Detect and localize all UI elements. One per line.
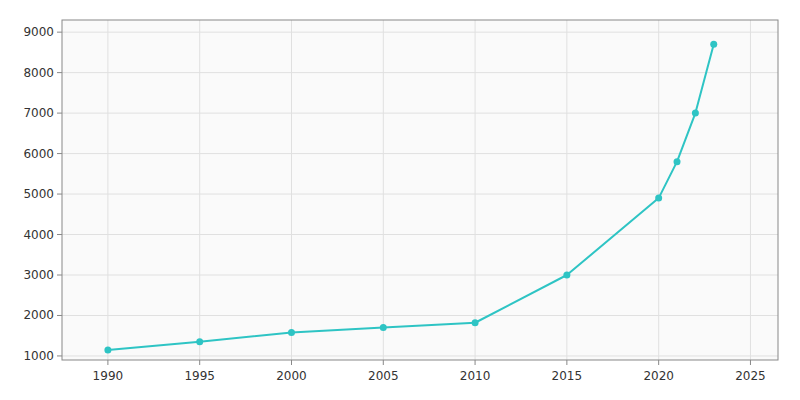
y-grid-line [62, 194, 778, 195]
x-grid-line [475, 20, 476, 360]
x-tick [291, 360, 292, 365]
data-point [710, 41, 717, 48]
y-tick [57, 113, 62, 114]
x-grid-line [383, 20, 384, 360]
x-tick-label: 2020 [643, 369, 674, 383]
data-point [655, 195, 662, 202]
x-tick-label: 2015 [552, 369, 583, 383]
y-grid-line [62, 32, 778, 33]
y-tick [57, 72, 62, 73]
x-grid-line [750, 20, 751, 360]
y-tick [57, 315, 62, 316]
x-tick [199, 360, 200, 365]
data-point [472, 319, 479, 326]
x-tick [383, 360, 384, 365]
x-tick [475, 360, 476, 365]
x-tick [658, 360, 659, 365]
data-point [196, 338, 203, 345]
y-grid-line [62, 275, 778, 276]
data-point [674, 158, 681, 165]
x-tick-label: 2000 [276, 369, 307, 383]
y-tick-label: 6000 [23, 147, 54, 161]
y-tick-label: 7000 [23, 106, 54, 120]
data-point [692, 110, 699, 117]
y-tick-label: 2000 [23, 308, 54, 322]
y-grid-line [62, 234, 778, 235]
data-point [288, 329, 295, 336]
y-grid-line [62, 113, 778, 114]
data-point [104, 346, 111, 353]
x-grid-line [291, 20, 292, 360]
y-grid-line [62, 355, 778, 356]
y-tick [57, 153, 62, 154]
y-tick-label: 1000 [23, 349, 54, 363]
x-tick [750, 360, 751, 365]
y-tick [57, 234, 62, 235]
x-grid-line [566, 20, 567, 360]
chart-container: 1990 1995 2000 2005 2010 2015 2020 2025 1000 2000… [0, 0, 800, 400]
plot-frame [62, 20, 778, 360]
x-grid-line [658, 20, 659, 360]
x-tick-label: 1990 [93, 369, 124, 383]
x-tick-label: 1995 [184, 369, 215, 383]
data-line [108, 44, 714, 350]
data-point [380, 324, 387, 331]
y-grid-line [62, 72, 778, 73]
y-tick-label: 3000 [23, 268, 54, 282]
x-tick-label: 2025 [735, 369, 766, 383]
y-tick-label: 8000 [23, 66, 54, 80]
chart-svg: 1990 1995 2000 2005 2010 2015 2020 2025 1000 2000… [0, 0, 800, 400]
x-tick-label: 2005 [368, 369, 399, 383]
y-tick [57, 32, 62, 33]
y-tick-label: 5000 [23, 187, 54, 201]
data-layer [104, 41, 717, 354]
y-grid-line [62, 315, 778, 316]
y-tick [57, 194, 62, 195]
x-tick-label: 2010 [460, 369, 491, 383]
x-tick [107, 360, 108, 365]
x-grid-line [107, 20, 108, 360]
grid [57, 20, 778, 365]
data-point [563, 272, 570, 279]
y-grid-line [62, 153, 778, 154]
tick-labels: 1990 1995 2000 2005 2010 2015 2020 2025 1000 2000… [23, 25, 765, 383]
y-tick-label: 4000 [23, 228, 54, 242]
x-tick [566, 360, 567, 365]
y-tick [57, 355, 62, 356]
x-grid-line [199, 20, 200, 360]
plot-background [62, 20, 778, 360]
y-tick [57, 275, 62, 276]
y-tick-label: 9000 [23, 25, 54, 39]
